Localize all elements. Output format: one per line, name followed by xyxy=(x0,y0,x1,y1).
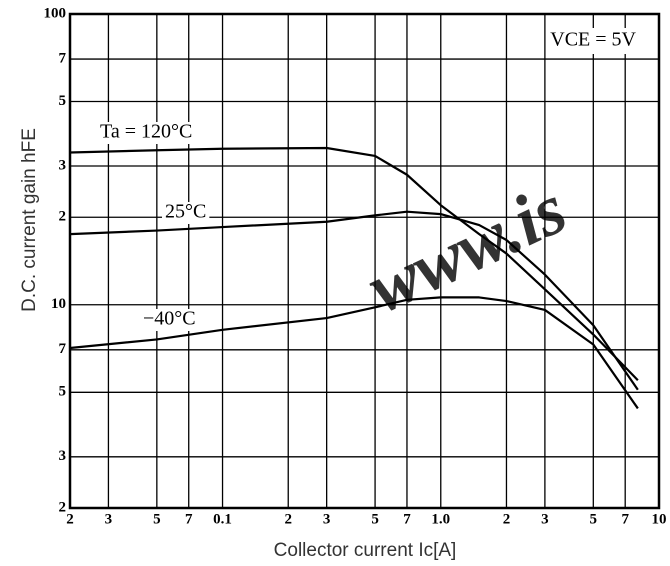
x-axis-label: Collector current Ic[A] xyxy=(274,540,457,561)
x-tick-label: 1.0 xyxy=(431,511,450,527)
annotation: VCE = 5V xyxy=(550,29,636,51)
y-tick-label: 5 xyxy=(59,384,67,400)
y-tick-label: 2 xyxy=(59,209,67,225)
series-line xyxy=(69,146,639,382)
x-tick-label: 3 xyxy=(323,511,331,527)
series-label: −40°C xyxy=(143,308,196,330)
x-tick-label: 2 xyxy=(284,511,292,527)
y-tick-label: 7 xyxy=(59,50,67,66)
y-axis-label: D.C. current gain hFE xyxy=(19,128,40,312)
x-tick-label: 3 xyxy=(105,511,113,527)
label-bg xyxy=(97,122,196,144)
y-tick-label: 7 xyxy=(59,341,67,357)
y-tick-label: 5 xyxy=(59,93,67,109)
x-tick-label: 3 xyxy=(541,511,549,527)
x-tick-label: 5 xyxy=(153,511,161,527)
series-line xyxy=(69,210,639,391)
plot-border xyxy=(68,12,661,510)
x-tick-label: 7 xyxy=(185,511,193,527)
x-tick-label: 5 xyxy=(371,511,379,527)
x-tick-label: 7 xyxy=(403,511,411,527)
x-tick-label: 10 xyxy=(652,511,667,527)
y-tick-label: 3 xyxy=(59,157,67,173)
x-tick-label: 5 xyxy=(590,511,598,527)
y-tick-label: 10 xyxy=(51,296,66,312)
annotation-bg xyxy=(546,28,641,54)
series-line xyxy=(69,296,639,410)
label-bg xyxy=(140,309,199,331)
y-tick-label: 100 xyxy=(44,5,67,21)
x-tick-label: 2 xyxy=(503,511,511,527)
y-tick-label: 3 xyxy=(59,448,67,464)
x-tick-label: 7 xyxy=(621,511,629,527)
x-tick-label: 2 xyxy=(66,511,74,527)
label-bg xyxy=(162,202,210,224)
series-label: Ta = 120°C xyxy=(100,121,192,143)
series-label: 25°C xyxy=(165,201,206,223)
y-tick-label: 2 xyxy=(59,499,67,515)
x-tick-label: 0.1 xyxy=(213,511,232,527)
